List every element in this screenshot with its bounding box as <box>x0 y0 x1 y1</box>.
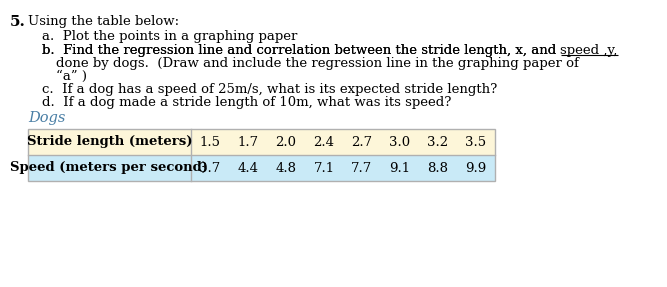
Text: Speed (meters per second): Speed (meters per second) <box>11 162 209 174</box>
Text: 3.5: 3.5 <box>466 135 486 148</box>
Text: b.  Find the regression line and correlation between the stride length, x, and: b. Find the regression line and correlat… <box>42 44 560 57</box>
Text: c.  If a dog has a speed of 25m/s, what is its expected stride length?: c. If a dog has a speed of 25m/s, what i… <box>42 83 498 96</box>
Text: 4.4: 4.4 <box>237 162 259 174</box>
Text: speed ,y,: speed ,y, <box>560 44 618 57</box>
Text: 3.0: 3.0 <box>390 135 411 148</box>
Text: a.  Plot the points in a graphing paper: a. Plot the points in a graphing paper <box>42 30 297 43</box>
Text: 8.8: 8.8 <box>428 162 448 174</box>
Text: 1.5: 1.5 <box>199 135 221 148</box>
Text: b.  Find the regression line and correlation between the stride length, x, and: b. Find the regression line and correlat… <box>42 44 560 57</box>
Text: 9.9: 9.9 <box>466 162 487 174</box>
Text: 3.2: 3.2 <box>428 135 449 148</box>
Text: Stride length (meters): Stride length (meters) <box>27 135 192 148</box>
Text: Using the table below:: Using the table below: <box>28 15 179 28</box>
Text: 9.1: 9.1 <box>390 162 411 174</box>
Text: 5.: 5. <box>10 15 26 29</box>
Text: “a” ): “a” ) <box>56 70 87 83</box>
Text: done by dogs.  (Draw and include the regression line in the graphing paper of: done by dogs. (Draw and include the regr… <box>56 57 579 70</box>
Text: 3.7: 3.7 <box>199 162 221 174</box>
Text: 4.8: 4.8 <box>275 162 297 174</box>
Bar <box>28 129 495 181</box>
FancyBboxPatch shape <box>28 129 495 155</box>
Text: 2.4: 2.4 <box>313 135 334 148</box>
Text: 2.0: 2.0 <box>275 135 297 148</box>
FancyBboxPatch shape <box>28 155 495 181</box>
Text: 1.7: 1.7 <box>237 135 259 148</box>
Text: d.  If a dog made a stride length of 10m, what was its speed?: d. If a dog made a stride length of 10m,… <box>42 96 452 109</box>
Text: Dogs: Dogs <box>28 111 65 125</box>
Text: 2.7: 2.7 <box>352 135 373 148</box>
Text: 7.1: 7.1 <box>313 162 335 174</box>
Text: 7.7: 7.7 <box>352 162 373 174</box>
